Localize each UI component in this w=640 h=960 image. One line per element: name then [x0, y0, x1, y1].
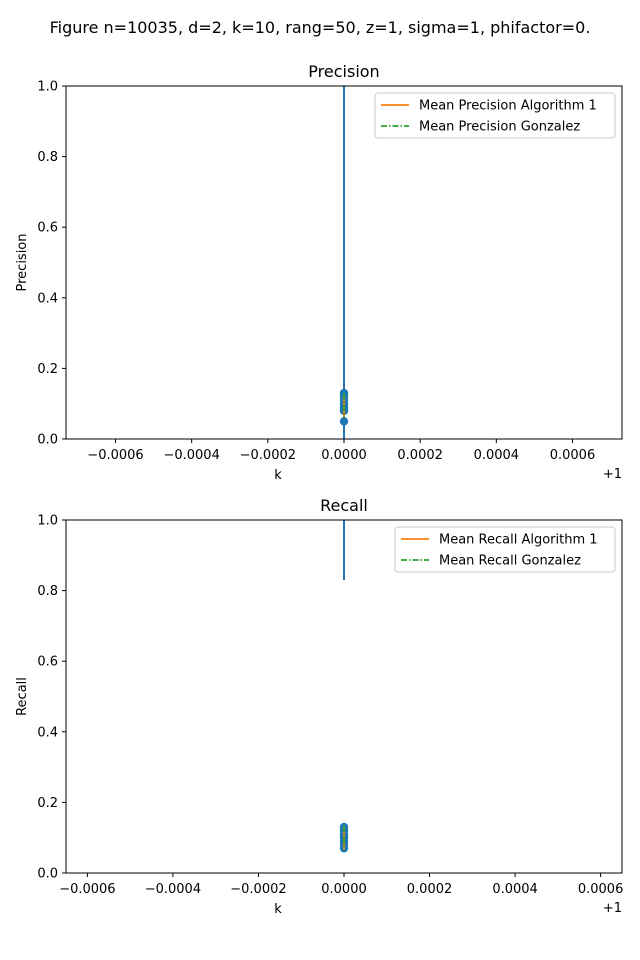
legend-label-gonzalez: Mean Precision Gonzalez — [419, 120, 580, 135]
precision-legend-box — [374, 92, 616, 139]
precision-y-tick-label: 0.0 — [37, 433, 58, 448]
legend-label-algorithm1: Mean Recall Algorithm 1 — [439, 533, 598, 548]
recall-y-tick-label: 1.0 — [37, 514, 58, 529]
recall-x-tick-label: −0.0004 — [145, 882, 201, 897]
precision-title: Precision — [308, 62, 379, 81]
legend-label-algorithm1: Mean Precision Algorithm 1 — [419, 99, 597, 114]
recall-x-tick-label: 0.0004 — [492, 882, 538, 897]
precision-y-axis-label: Precision — [15, 233, 30, 291]
precision-subplot: Precision−0.0006 −0.0004 −0.0002 0.0000 0.00… — [15, 62, 623, 483]
precision-x-tick-label: −0.0004 — [163, 448, 219, 463]
precision-y-tick-label: 1.0 — [37, 80, 58, 95]
recall-legend: Mean Recall Algorithm 1 Mean Recall Gonza… — [394, 526, 616, 573]
recall-y-tick-label: 0.0 — [37, 867, 58, 882]
recall-x-offset-label: +1 — [603, 901, 622, 916]
recall-y-tick-label: 0.6 — [37, 655, 58, 670]
recall-legend-box — [394, 526, 616, 573]
precision-data-point — [339, 417, 349, 426]
recall-x-tick-label: −0.0006 — [59, 882, 115, 897]
recall-x-tick-label: 0.0000 — [321, 882, 367, 897]
precision-x-tick-label: 0.0000 — [321, 448, 367, 463]
precision-x-tick-label: 0.0006 — [550, 448, 596, 463]
precision-x-tick-label: −0.0002 — [240, 448, 296, 463]
recall-x-tick-label: −0.0002 — [230, 882, 286, 897]
precision-y-tick-label: 0.8 — [37, 150, 58, 165]
legend-label-gonzalez: Mean Recall Gonzalez — [439, 554, 581, 569]
precision-data-point — [339, 388, 349, 398]
recall-y-tick-label: 0.8 — [37, 584, 58, 599]
recall-x-tick-label: 0.0006 — [578, 882, 624, 897]
precision-x-axis-label: k — [274, 468, 282, 483]
precision-x-tick-label: 0.0002 — [397, 448, 443, 463]
recall-y-axis-label: Recall — [15, 677, 30, 716]
precision-y-tick-label: 0.6 — [37, 221, 58, 236]
recall-subplot: Recall −0.0006 −0.0004 −0.0002 0.0000 0.0002 0… — [15, 496, 623, 917]
precision-y-tick-label: 0.2 — [37, 362, 58, 377]
recall-y-tick-label: 0.2 — [37, 796, 58, 811]
precision-legend: Mean Precision Algorithm 1 Mean Precision… — [374, 92, 616, 139]
precision-x-offset-label: +1 — [603, 467, 622, 482]
recall-y-tick-label: 0.4 — [37, 725, 58, 740]
recall-title: Recall — [320, 496, 368, 515]
precision-x-tick-label: 0.0004 — [474, 448, 520, 463]
recall-x-axis-label: k — [274, 902, 282, 917]
recall-x-tick-label: 0.0002 — [407, 882, 453, 897]
precision-x-tick-label: −0.0006 — [87, 448, 143, 463]
figure-title: Figure n=10035, d=2, k=10, rang=50, z=1,… — [50, 18, 591, 37]
precision-y-tick-label: 0.4 — [37, 291, 58, 306]
